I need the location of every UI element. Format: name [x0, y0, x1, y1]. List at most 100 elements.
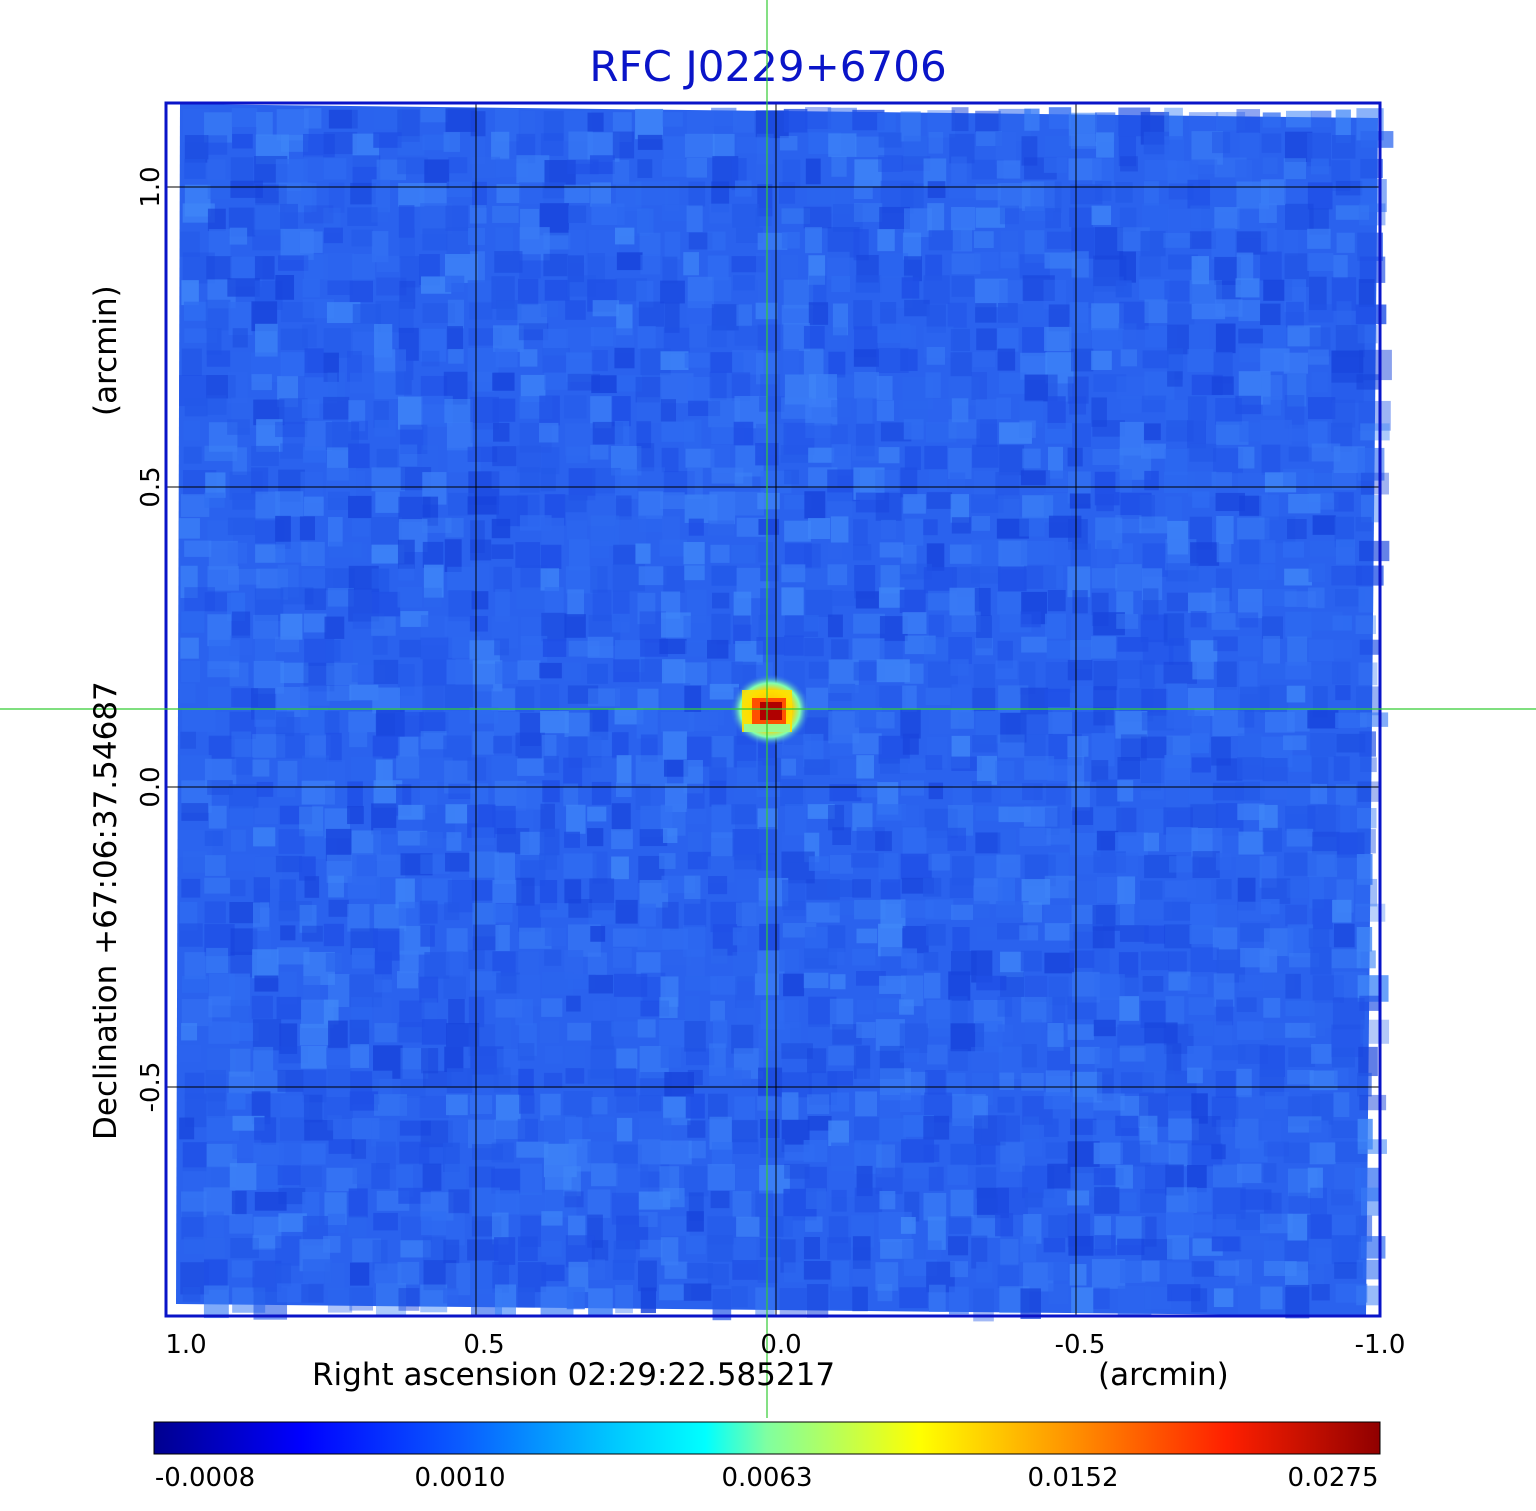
noise-cell: [712, 1288, 732, 1321]
noise-cell: [783, 279, 814, 309]
noise-cell: [1262, 396, 1281, 416]
noise-cell: [853, 544, 872, 561]
noise-cell: [1332, 899, 1352, 923]
noise-cell: [734, 1096, 756, 1120]
noise-cell: [229, 806, 254, 826]
noise-cell: [421, 998, 437, 1020]
noise-cell: [589, 155, 615, 175]
noise-cell: [469, 640, 500, 664]
noise-cell: [1091, 636, 1116, 659]
noise-cell: [1235, 395, 1262, 415]
noise-cell: [374, 107, 403, 130]
noise-cell: [206, 328, 222, 355]
noise-cell: [901, 544, 917, 575]
noise-cell: [1117, 1024, 1146, 1048]
noise-cell: [228, 301, 253, 335]
noise-cell: [685, 1093, 705, 1119]
noise-cell: [1115, 1164, 1133, 1189]
noise-cell: [564, 494, 587, 513]
noise-cell: [614, 347, 635, 369]
noise-cell: [1117, 637, 1149, 652]
noise-cell: [830, 516, 849, 543]
noise-cell: [1236, 1163, 1264, 1184]
noise-cell: [1048, 712, 1075, 735]
noise-cell: [707, 1263, 729, 1286]
noise-cell: [1092, 158, 1114, 186]
noise-cell: [180, 565, 198, 599]
noise-cell: [852, 803, 873, 831]
noise-cell: [1116, 376, 1149, 400]
noise-cell: [900, 325, 917, 348]
noise-cell: [731, 1120, 758, 1143]
noise-cell: [806, 184, 836, 205]
noise-cell: [399, 229, 415, 258]
noise-cell: [587, 663, 608, 684]
noise-cell: [852, 948, 876, 966]
noise-cell: [1044, 688, 1070, 707]
noise-cell: [971, 1235, 988, 1269]
noise-cell: [1021, 636, 1047, 653]
noise-cell: [951, 156, 967, 186]
noise-cell: [279, 203, 299, 229]
noise-cell: [420, 731, 447, 750]
noise-cell: [1070, 184, 1103, 205]
noise-cell: [976, 1187, 1009, 1219]
noise-cell: [1235, 1259, 1253, 1286]
noise-cell: [349, 1262, 370, 1286]
noise-cell: [951, 756, 982, 771]
noise-cell: [611, 803, 631, 832]
noise-cell: [828, 1046, 857, 1066]
noise-cell: [972, 735, 997, 753]
noise-cell: [904, 635, 936, 655]
noise-cell: [494, 852, 515, 884]
noise-cell: [1285, 1000, 1315, 1017]
noise-cell: [1048, 976, 1069, 1006]
noise-cell: [540, 544, 562, 569]
noise-cell: [517, 1043, 535, 1061]
noise-cell: [1335, 685, 1351, 701]
noise-cell: [709, 1067, 742, 1086]
noise-cell: [1094, 1235, 1116, 1256]
noise-cell: [253, 1046, 274, 1071]
noise-cell: [827, 564, 848, 586]
noise-cell: [349, 280, 373, 303]
noise-cell: [1284, 279, 1307, 313]
noise-cell: [829, 734, 853, 756]
noise-cell: [1285, 110, 1312, 128]
noise-cell: [1168, 1143, 1188, 1167]
noise-cell: [637, 1139, 661, 1172]
noise-cell: [1240, 923, 1270, 942]
noise-cell: [420, 328, 446, 362]
noise-cell: [256, 1165, 283, 1190]
noise-cell: [950, 1261, 969, 1278]
noise-cell: [805, 158, 821, 185]
noise-cell: [371, 1163, 390, 1189]
noise-cell: [181, 1023, 198, 1041]
noise-cell: [275, 855, 303, 873]
noise-cell: [541, 1264, 565, 1282]
noise-cell: [899, 999, 914, 1015]
noise-cell: [877, 112, 896, 133]
noise-cell: [1119, 1260, 1146, 1284]
noise-cell: [423, 587, 442, 608]
noise-cell: [565, 1068, 585, 1084]
noise-cell: [805, 1216, 823, 1232]
noise-cell: [782, 159, 801, 188]
noise-cell: [660, 351, 689, 371]
noise-cell: [660, 1140, 692, 1165]
noise-cell: [1163, 471, 1195, 494]
noise-cell: [923, 158, 947, 187]
noise-cell: [1168, 1118, 1199, 1141]
noise-cell: [1287, 374, 1307, 407]
noise-cell: [398, 301, 414, 333]
noise-cell: [563, 1091, 593, 1118]
noise-cell: [827, 1237, 851, 1260]
noise-cell: [447, 299, 465, 329]
noise-cell: [472, 902, 496, 937]
noise-cell: [736, 879, 763, 901]
noise-cell: [1211, 471, 1233, 487]
noise-cell: [1332, 470, 1357, 491]
noise-cell: [446, 422, 473, 451]
noise-cell: [976, 926, 998, 942]
noise-cell: [228, 1071, 255, 1094]
